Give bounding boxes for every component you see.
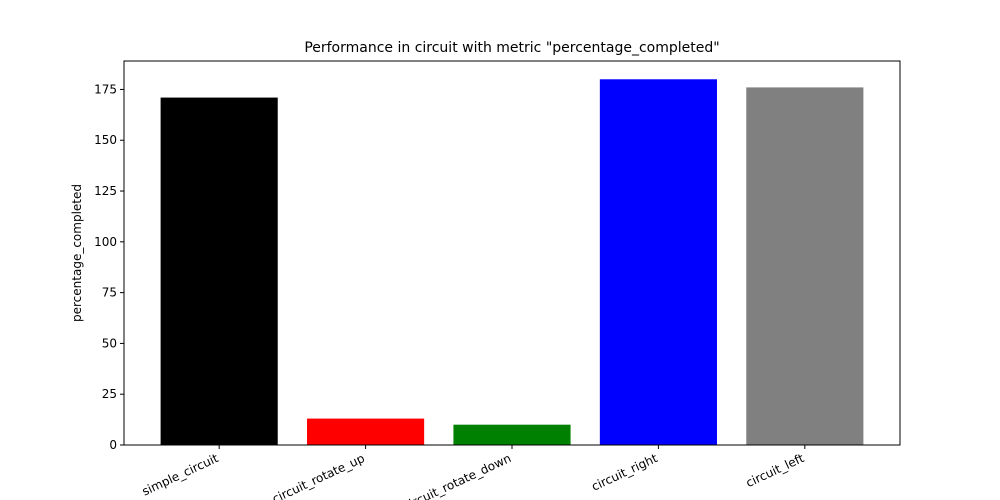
x-tick-label: circuit_left <box>744 451 807 490</box>
y-axis-label: percentage_completed <box>70 184 84 322</box>
y-tick-label: 25 <box>102 387 117 401</box>
y-tick-label: 150 <box>94 133 117 147</box>
y-tick-label: 175 <box>94 82 117 96</box>
y-tick-label: 50 <box>102 336 117 350</box>
bar <box>160 97 278 446</box>
bar <box>599 79 717 446</box>
y-tick-label: 125 <box>94 184 117 198</box>
bar <box>453 424 571 445</box>
bar <box>307 418 425 445</box>
bar <box>746 87 864 446</box>
y-tick-label: 0 <box>109 438 117 452</box>
plot-frame <box>123 60 901 446</box>
x-tick-label: circuit_rotate_up <box>270 451 367 500</box>
y-tick-label: 100 <box>94 235 117 249</box>
y-tick-label: 75 <box>102 286 117 300</box>
x-tick-label: simple_circuit <box>140 451 221 499</box>
x-tick-label: circuit_right <box>589 451 660 494</box>
x-tick-label: circuit_rotate_down <box>401 451 513 500</box>
chart-title: Performance in circuit with metric "perc… <box>304 40 719 56</box>
